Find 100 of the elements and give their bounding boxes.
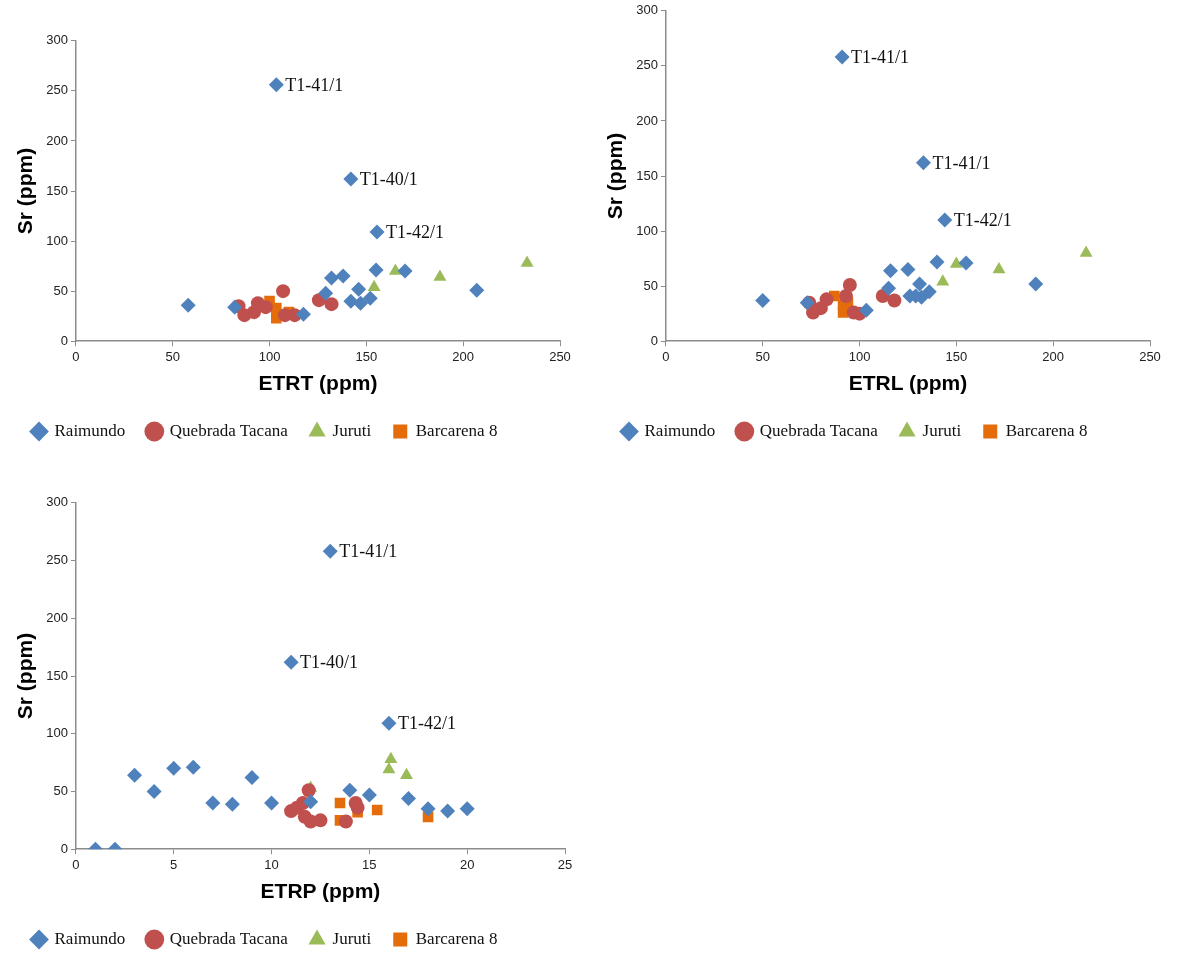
point: [842, 278, 857, 293]
x-tick-label: 250: [1139, 348, 1161, 364]
y-tick-label: 50: [643, 277, 658, 293]
point: [146, 783, 162, 799]
x-tick-label: 150: [945, 348, 968, 364]
point: [400, 767, 414, 780]
point: [335, 268, 351, 284]
point: [276, 284, 291, 299]
point: [838, 289, 853, 304]
x-tick-label: 0: [72, 856, 80, 872]
y-tick-label: 0: [60, 840, 68, 856]
point: [301, 783, 316, 798]
x-tick-label: 0: [662, 348, 670, 364]
point: [755, 292, 771, 308]
point: [224, 796, 240, 812]
y-tick-label: 100: [46, 725, 68, 741]
annotation: T1-42/1: [953, 209, 1012, 230]
legend-label: Quebrada Tacana: [169, 420, 289, 440]
y-tick-label: 100: [46, 232, 68, 248]
x-tick-label: 50: [165, 348, 180, 364]
point: [264, 795, 280, 811]
x-tick-label: 25: [557, 856, 573, 872]
y-tick-label: 300: [46, 494, 68, 510]
annotation: T1-40/1: [359, 168, 418, 189]
point: [958, 255, 974, 271]
y-tick-label: 200: [46, 609, 68, 625]
annotation: T1-42/1: [397, 713, 456, 734]
point: [858, 302, 874, 318]
point: [258, 300, 273, 315]
point: [353, 295, 369, 311]
point: [283, 654, 299, 670]
legend-label: Quebrada Tacana: [169, 928, 289, 948]
y-tick-label: 200: [46, 132, 68, 148]
point: [900, 262, 916, 278]
legend-label: Barcarena 8: [415, 928, 498, 948]
y-axis-title: Sr (ppm): [13, 147, 37, 235]
y-tick-label: 250: [636, 57, 658, 73]
point: [992, 262, 1006, 274]
x-tick-label: 200: [1042, 348, 1065, 364]
point: [440, 803, 456, 819]
legend-label: Juruti: [922, 420, 962, 440]
annotation: T1-41/1: [339, 541, 398, 562]
point: [324, 297, 339, 312]
point: [819, 292, 834, 307]
x-tick-label: 100: [258, 348, 281, 364]
point: [350, 800, 365, 815]
y-tick-label: 300: [636, 2, 658, 18]
x-tick-label: 20: [459, 856, 475, 872]
y-axis-title: Sr (ppm): [603, 132, 627, 220]
point: [400, 790, 416, 806]
point: [936, 274, 950, 286]
point: [459, 801, 475, 817]
point: [295, 306, 311, 322]
y-tick-label: 250: [46, 552, 68, 568]
y-tick-label: 150: [46, 667, 68, 683]
point: [127, 767, 143, 783]
x-tick-label: 0: [72, 348, 80, 364]
point: [397, 263, 413, 279]
point: [362, 290, 378, 306]
y-tick-label: 0: [60, 332, 68, 348]
annotation: T1-41/1: [851, 46, 910, 67]
legend-label: Barcarena 8: [415, 420, 498, 440]
point: [322, 543, 338, 559]
legend-label: Raimundo: [54, 928, 126, 948]
point: [313, 813, 328, 828]
point: [381, 715, 397, 731]
point: [369, 224, 385, 240]
legend-label: Quebrada Tacana: [759, 420, 879, 440]
x-tick-label: 5: [170, 856, 178, 872]
point: [361, 787, 377, 803]
annotation: T1-40/1: [300, 651, 359, 672]
y-tick-label: 200: [636, 112, 658, 128]
point: [343, 171, 359, 187]
legend-label: Barcarena 8: [1005, 420, 1088, 440]
point: [268, 77, 284, 93]
y-tick-label: 300: [46, 32, 68, 48]
point: [303, 794, 319, 810]
x-tick-label: 50: [755, 348, 770, 364]
annotation: T1-42/1: [386, 221, 445, 242]
y-tick-label: 100: [636, 222, 658, 238]
point: [244, 770, 260, 786]
point: [881, 280, 897, 296]
point: [469, 282, 485, 298]
point: [915, 155, 931, 171]
point: [185, 759, 201, 775]
x-axis-title: ETRT (ppm): [258, 371, 378, 395]
point: [912, 276, 928, 292]
annotation: T1-41/1: [932, 152, 991, 173]
x-axis-title: ETRL (ppm): [848, 371, 968, 395]
legend-label: Raimundo: [54, 420, 126, 440]
point: [883, 263, 899, 279]
point: [324, 270, 339, 286]
point: [382, 762, 396, 774]
point: [318, 285, 334, 301]
legend-label: Juruti: [332, 420, 372, 440]
x-tick-label: 10: [264, 856, 279, 872]
point: [921, 284, 937, 300]
x-tick-label: 15: [362, 856, 377, 872]
point: [368, 262, 384, 278]
y-tick-label: 250: [46, 82, 68, 98]
